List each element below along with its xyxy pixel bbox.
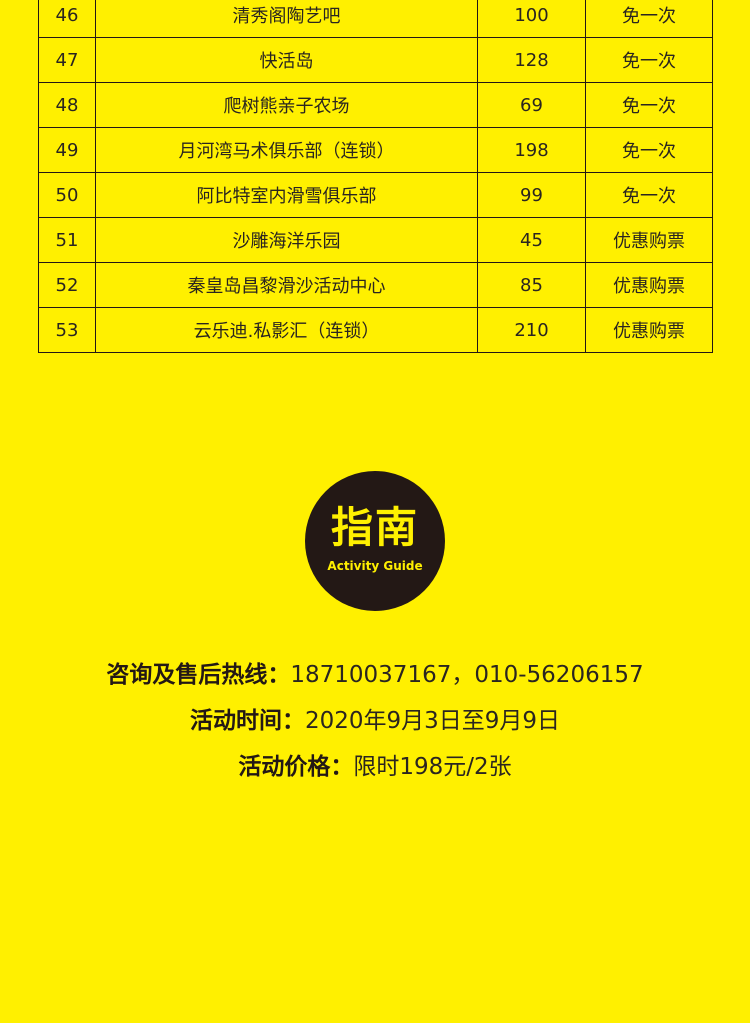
venue-price: 198 [477, 127, 586, 173]
venue-price: 128 [477, 37, 586, 83]
row-number: 53 [38, 307, 96, 353]
venue-deal: 优惠购票 [585, 217, 713, 263]
row-number: 51 [38, 217, 96, 263]
table-row: 50 阿比特室内滑雪俱乐部 99 免一次 [38, 172, 713, 218]
hotline-value: 18710037167，010-56206157 [290, 662, 644, 688]
table-row: 48 爬树熊亲子农场 69 免一次 [38, 82, 713, 128]
row-number: 46 [38, 0, 96, 38]
row-number: 52 [38, 262, 96, 308]
venue-name: 清秀阁陶艺吧 [95, 0, 478, 38]
table-row: 51 沙雕海洋乐园 45 优惠购票 [38, 217, 713, 263]
activity-time-label: 活动时间： [189, 708, 305, 734]
table-row: 49 月河湾马术俱乐部（连锁） 198 免一次 [38, 127, 713, 173]
venue-price: 85 [477, 262, 586, 308]
table-row: 52 秦皇岛昌黎滑沙活动中心 85 优惠购票 [38, 262, 713, 308]
venue-deal: 免一次 [585, 0, 713, 38]
venue-deal: 免一次 [585, 37, 713, 83]
activity-price-line: 活动价格：限时198元/2张 [0, 744, 750, 790]
venue-price: 45 [477, 217, 586, 263]
venue-price: 99 [477, 172, 586, 218]
guide-title: 指南 [330, 503, 419, 552]
hotline-line: 咨询及售后热线：18710037167，010-56206157 [0, 652, 750, 698]
venue-deal: 优惠购票 [585, 262, 713, 308]
venue-name: 月河湾马术俱乐部（连锁） [95, 127, 478, 173]
venue-price: 100 [477, 0, 586, 38]
activity-time-line: 活动时间：2020年9月3日至9月9日 [0, 698, 750, 744]
activity-info: 咨询及售后热线：18710037167，010-56206157 活动时间：20… [0, 652, 750, 790]
venue-table-body: 46 清秀阁陶艺吧 100 免一次 47 快活岛 128 免一次 48 爬树熊亲… [38, 0, 713, 353]
venue-deal: 免一次 [585, 82, 713, 128]
table-row: 53 云乐迪.私影汇（连锁） 210 优惠购票 [38, 307, 713, 353]
guide-subtitle: Activity Guide [327, 559, 423, 573]
venue-price: 210 [477, 307, 586, 353]
venue-deal: 优惠购票 [585, 307, 713, 353]
venue-name: 云乐迪.私影汇（连锁） [95, 307, 478, 353]
venue-name: 秦皇岛昌黎滑沙活动中心 [95, 262, 478, 308]
activity-time-value: 2020年9月3日至9月9日 [304, 708, 561, 734]
table-row: 47 快活岛 128 免一次 [38, 37, 713, 83]
activity-price-label: 活动价格： [238, 754, 354, 780]
venue-name: 快活岛 [95, 37, 478, 83]
hotline-label: 咨询及售后热线： [106, 662, 291, 688]
row-number: 48 [38, 82, 96, 128]
venue-deal: 免一次 [585, 127, 713, 173]
venue-name: 阿比特室内滑雪俱乐部 [95, 172, 478, 218]
venue-table: 46 清秀阁陶艺吧 100 免一次 47 快活岛 128 免一次 48 爬树熊亲… [38, 0, 713, 353]
row-number: 47 [38, 37, 96, 83]
activity-guide-badge: 指南 Activity Guide [305, 471, 445, 611]
row-number: 50 [38, 172, 96, 218]
venue-name: 爬树熊亲子农场 [95, 82, 478, 128]
venue-deal: 免一次 [585, 172, 713, 218]
activity-price-value: 限时198元/2张 [353, 754, 512, 780]
table-row: 46 清秀阁陶艺吧 100 免一次 [38, 0, 713, 38]
row-number: 49 [38, 127, 96, 173]
venue-price: 69 [477, 82, 586, 128]
venue-name: 沙雕海洋乐园 [95, 217, 478, 263]
